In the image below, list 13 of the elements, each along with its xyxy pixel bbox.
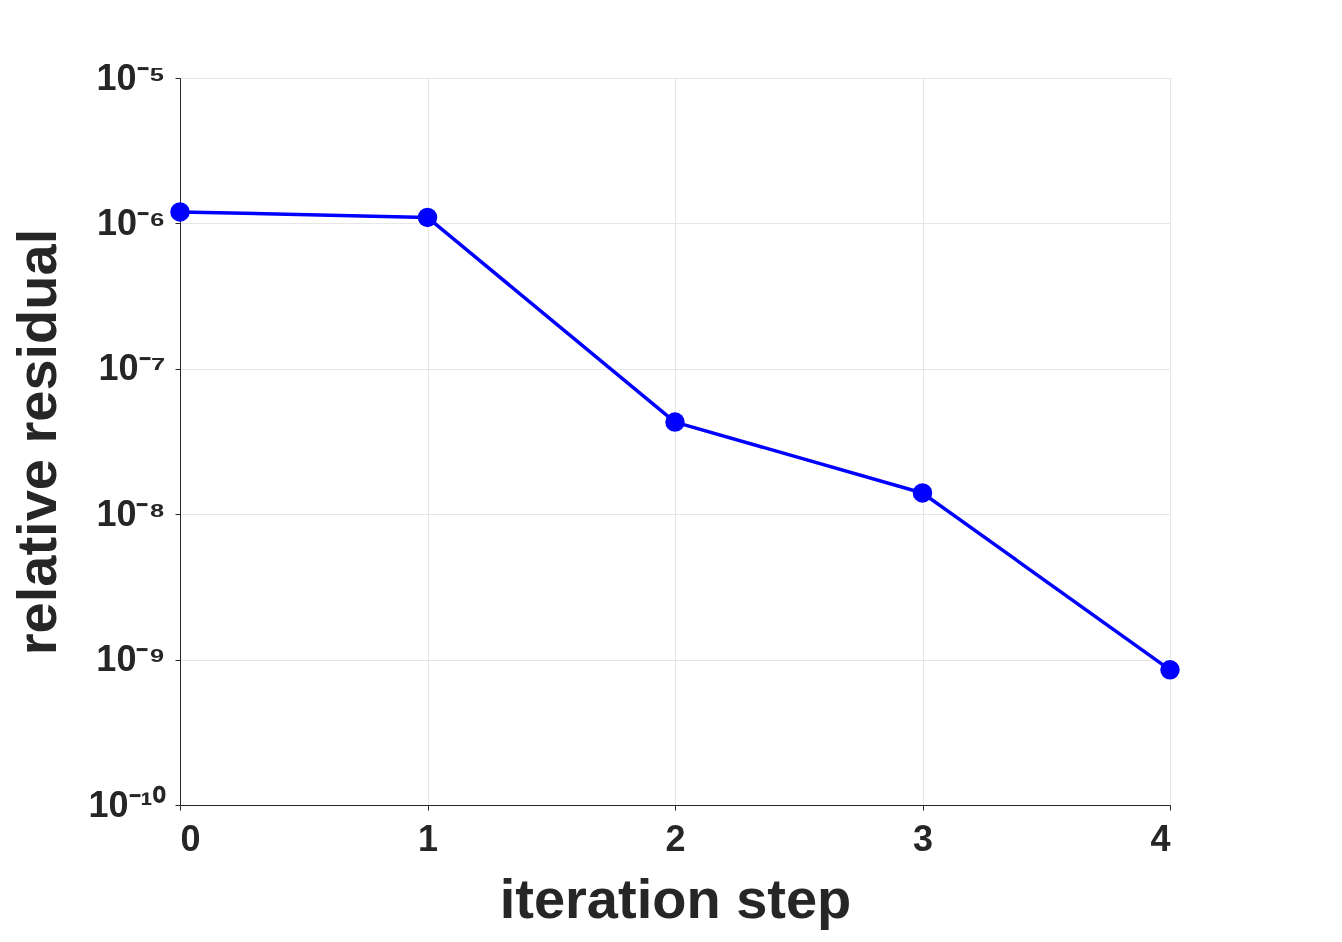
x-axis-title: iteration step xyxy=(499,866,852,930)
y-tick-label: 10⁻⁷ xyxy=(98,347,166,389)
y-tick-label: 10⁻⁹ xyxy=(96,638,166,680)
y-tick-label: 10⁻⁶ xyxy=(96,201,166,243)
x-tick-label: 0 xyxy=(180,817,201,859)
y-tick-label: 10⁻⁵ xyxy=(96,56,166,98)
x-tick-label: 2 xyxy=(665,817,686,859)
y-tick-label: 10⁻⁸ xyxy=(96,492,166,534)
x-tick-label: 4 xyxy=(1150,817,1171,859)
x-tick-label: 1 xyxy=(417,817,439,859)
x-tick-label: 3 xyxy=(912,817,934,859)
y-tick-label: 10⁻¹⁰ xyxy=(88,783,166,825)
y-axis-title: relative residual xyxy=(5,228,69,656)
